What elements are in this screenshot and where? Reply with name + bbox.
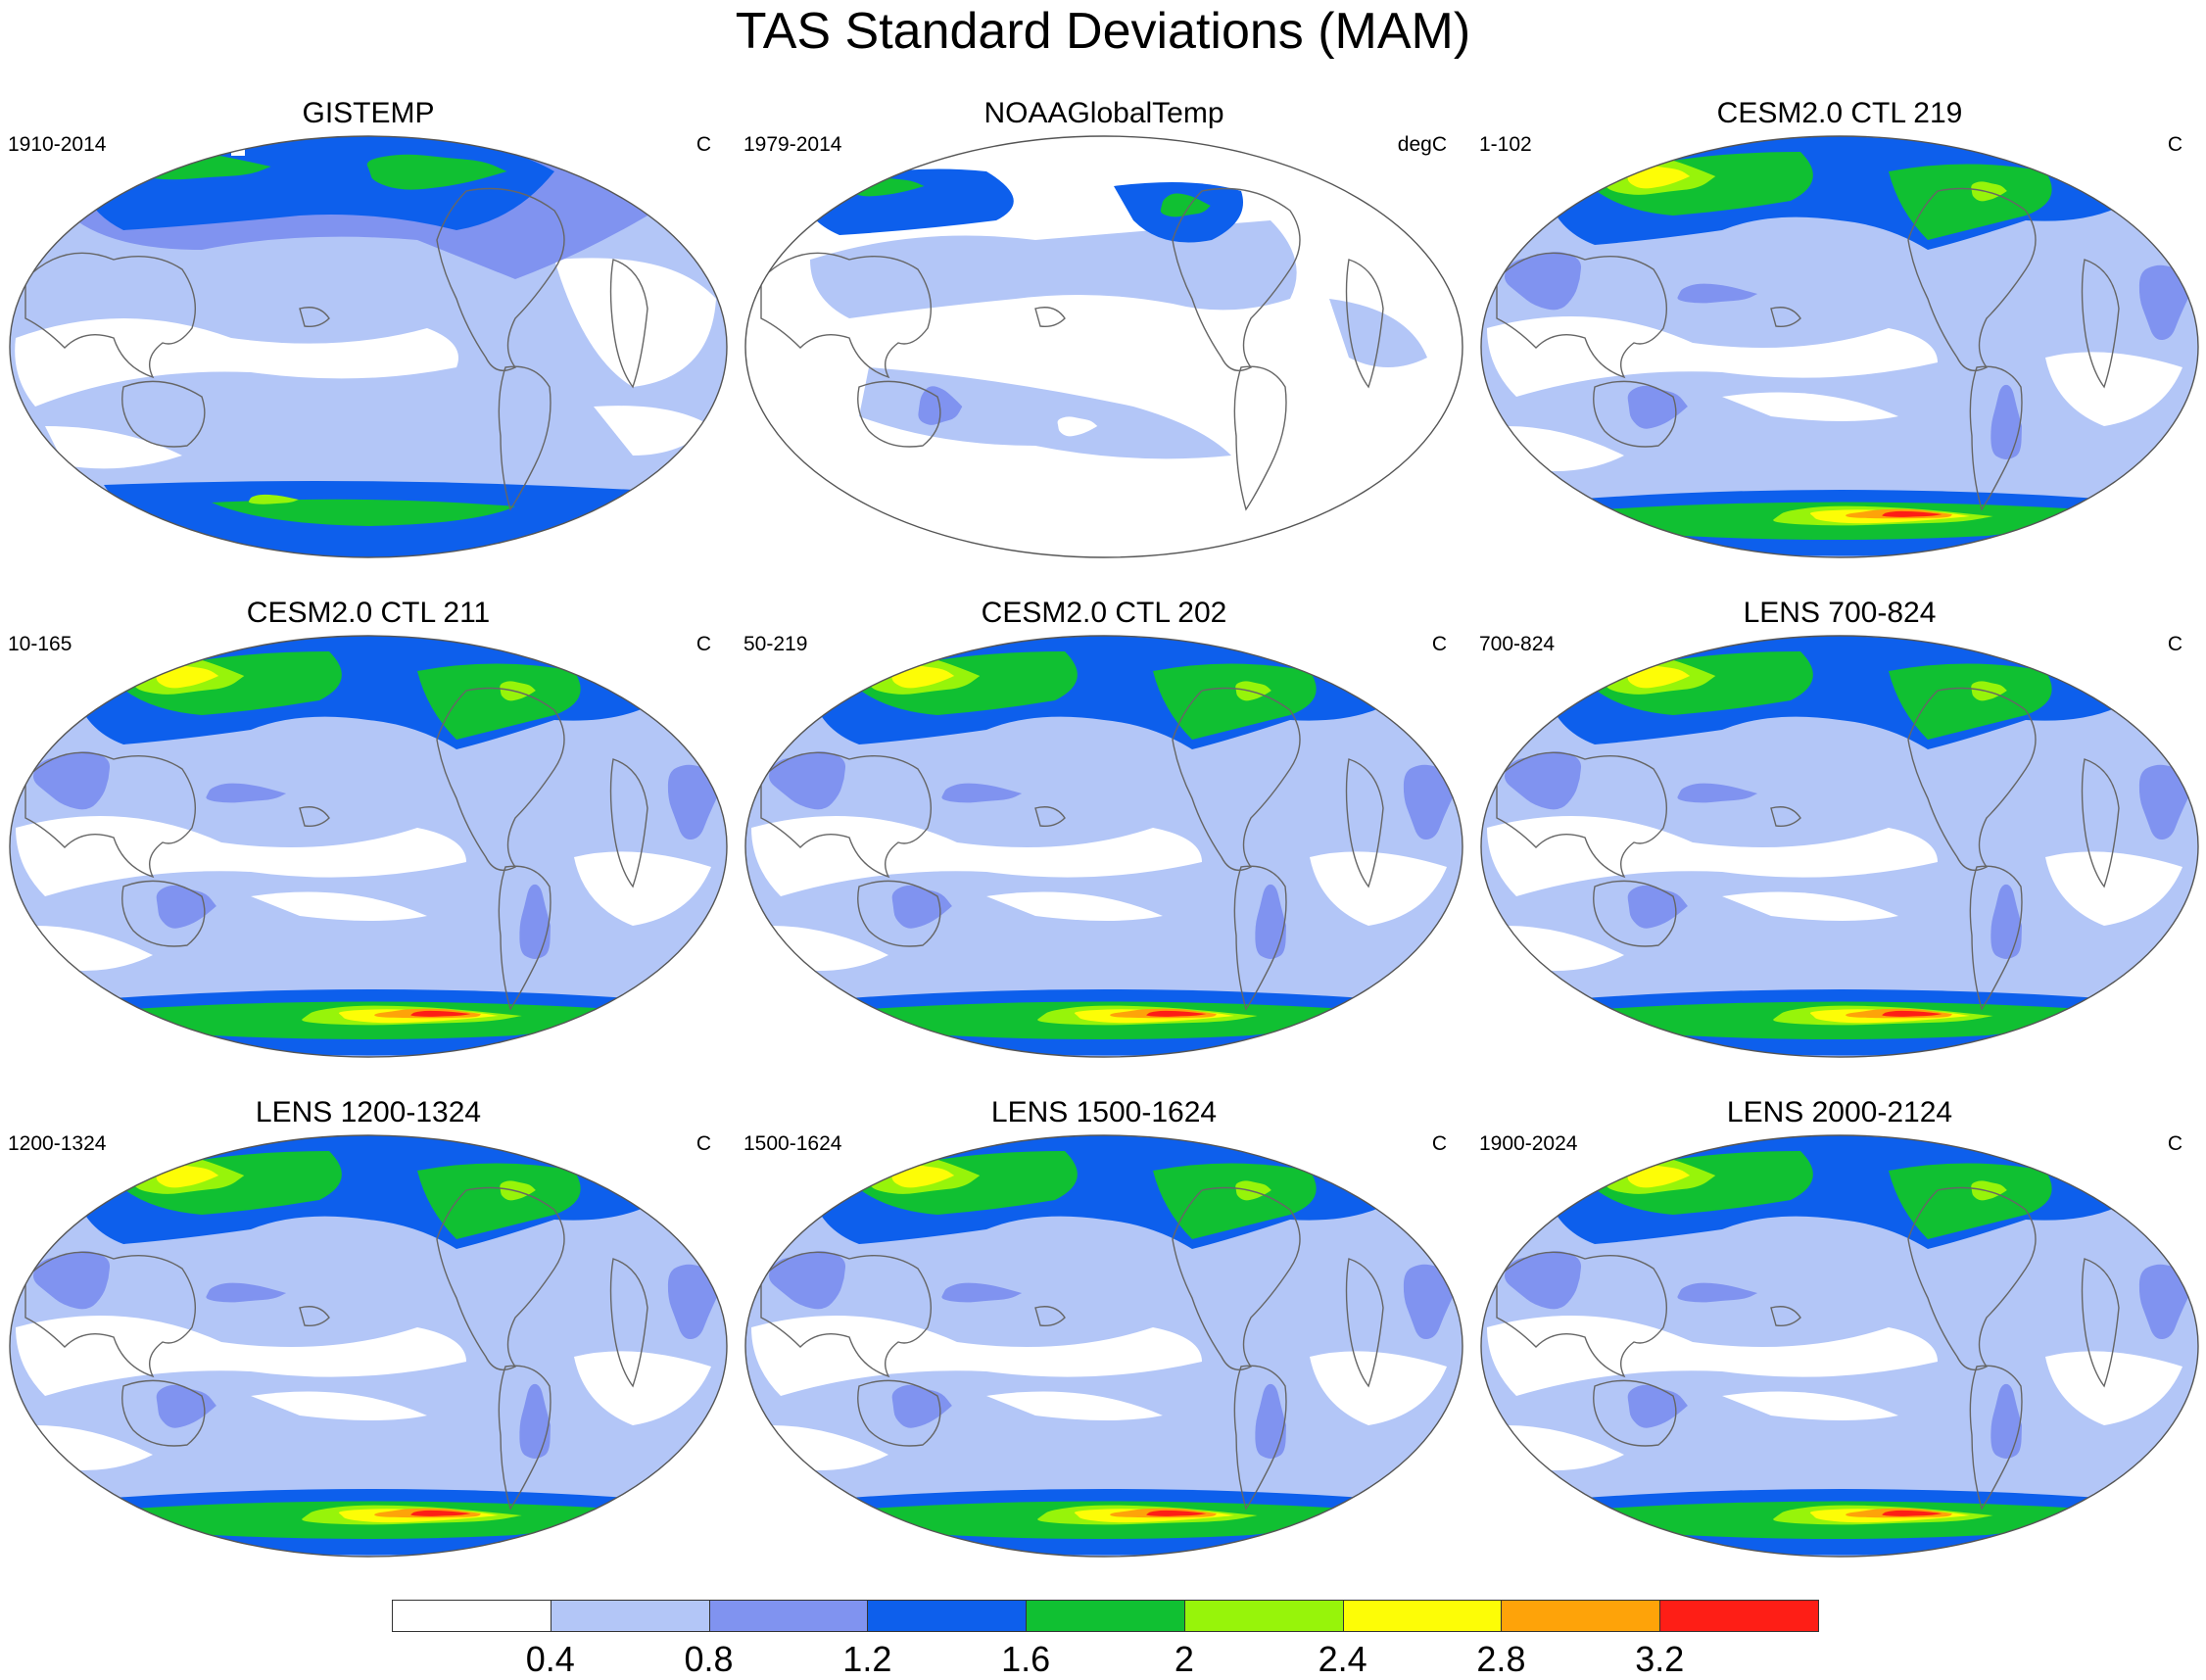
colorbar-swatch [867,1600,1028,1632]
panel-years: 1500-1624 [743,1132,842,1155]
panel-units: C [2167,633,2182,655]
panel-title: GISTEMP [302,97,435,129]
colorbar-swatch [1026,1600,1185,1632]
map-panel-lens-1200: LENS 1200-1324 1200-1324 C [6,1095,731,1560]
world-map [744,135,1463,558]
world-map [1480,1134,2199,1558]
colorbar-swatch [708,1600,869,1632]
colorbar-tick-label: 2.4 [1318,1639,1367,1679]
panel-title: LENS 2000-2124 [1726,1096,1953,1128]
panel-units: C [1431,633,1447,655]
panel-years: 1-102 [1479,133,1532,156]
world-map [9,1134,728,1558]
panel-years: 700-824 [1479,633,1556,655]
colorbar-tick-label: 3.2 [1635,1639,1685,1679]
panel-title: LENS 700-824 [1743,597,1937,629]
colorbar-tick-label: 0.4 [525,1639,575,1679]
colorbar-swatch [392,1600,552,1632]
panel-units: C [2167,1132,2182,1155]
map-panel-gistemp: GISTEMP 1910-2014 C [6,96,731,561]
panel-units: C [1431,1132,1447,1155]
panel-units: C [695,1132,711,1155]
panel-years: 10-165 [8,633,72,655]
colorbar-tick-label: 1.2 [842,1639,892,1679]
colorbar-swatch [1183,1600,1344,1632]
panel-units: C [695,133,711,156]
colorbar [392,1600,1819,1634]
world-map [9,135,728,558]
panel-title: LENS 1200-1324 [255,1096,482,1128]
world-map [744,635,1463,1058]
world-map [1480,635,2199,1058]
map-panel-noaaglobaltemp: NOAAGlobalTemp 1979-2014 degC [742,96,1466,561]
panel-title: CESM2.0 CTL 219 [1716,97,1963,129]
panel-years: 1900-2024 [1479,1132,1578,1155]
map-panel-cesm-ctl-211: CESM2.0 CTL 211 10-165 C [6,596,731,1061]
figure-title: TAS Standard Deviations (MAM) [735,3,1471,60]
colorbar-tick-label: 1.6 [1001,1639,1051,1679]
colorbar-swatch [1659,1600,1819,1632]
map-panel-lens-1500: LENS 1500-1624 1500-1624 C [742,1095,1466,1560]
world-map [744,1134,1463,1558]
panel-units: degC [1397,133,1447,156]
panel-title: NOAAGlobalTemp [983,97,1224,129]
world-map [9,635,728,1058]
colorbar-swatch [1501,1600,1661,1632]
panel-units: C [695,633,711,655]
colorbar-tick-label: 2 [1174,1639,1194,1679]
panel-years: 1910-2014 [8,133,107,156]
map-panel-lens-2000: LENS 2000-2124 1900-2024 C [1477,1095,2202,1560]
colorbar-tick-label: 2.8 [1476,1639,1526,1679]
world-map [1480,135,2199,558]
colorbar-swatch [1342,1600,1503,1632]
panel-title: LENS 1500-1624 [990,1096,1218,1128]
panel-years: 50-219 [743,633,808,655]
colorbar-tick-label: 0.8 [684,1639,734,1679]
map-panel-lens-700: LENS 700-824 700-824 C [1477,596,2202,1061]
map-panel-cesm-ctl-202: CESM2.0 CTL 202 50-219 C [742,596,1466,1061]
panel-years: 1979-2014 [743,133,842,156]
panel-years: 1200-1324 [8,1132,107,1155]
panel-title: CESM2.0 CTL 202 [981,597,1227,629]
map-panel-cesm-ctl-219: CESM2.0 CTL 219 1-102 C [1477,96,2202,561]
panel-units: C [2167,133,2182,156]
panel-title: CESM2.0 CTL 211 [246,597,491,629]
colorbar-swatch [550,1600,710,1632]
